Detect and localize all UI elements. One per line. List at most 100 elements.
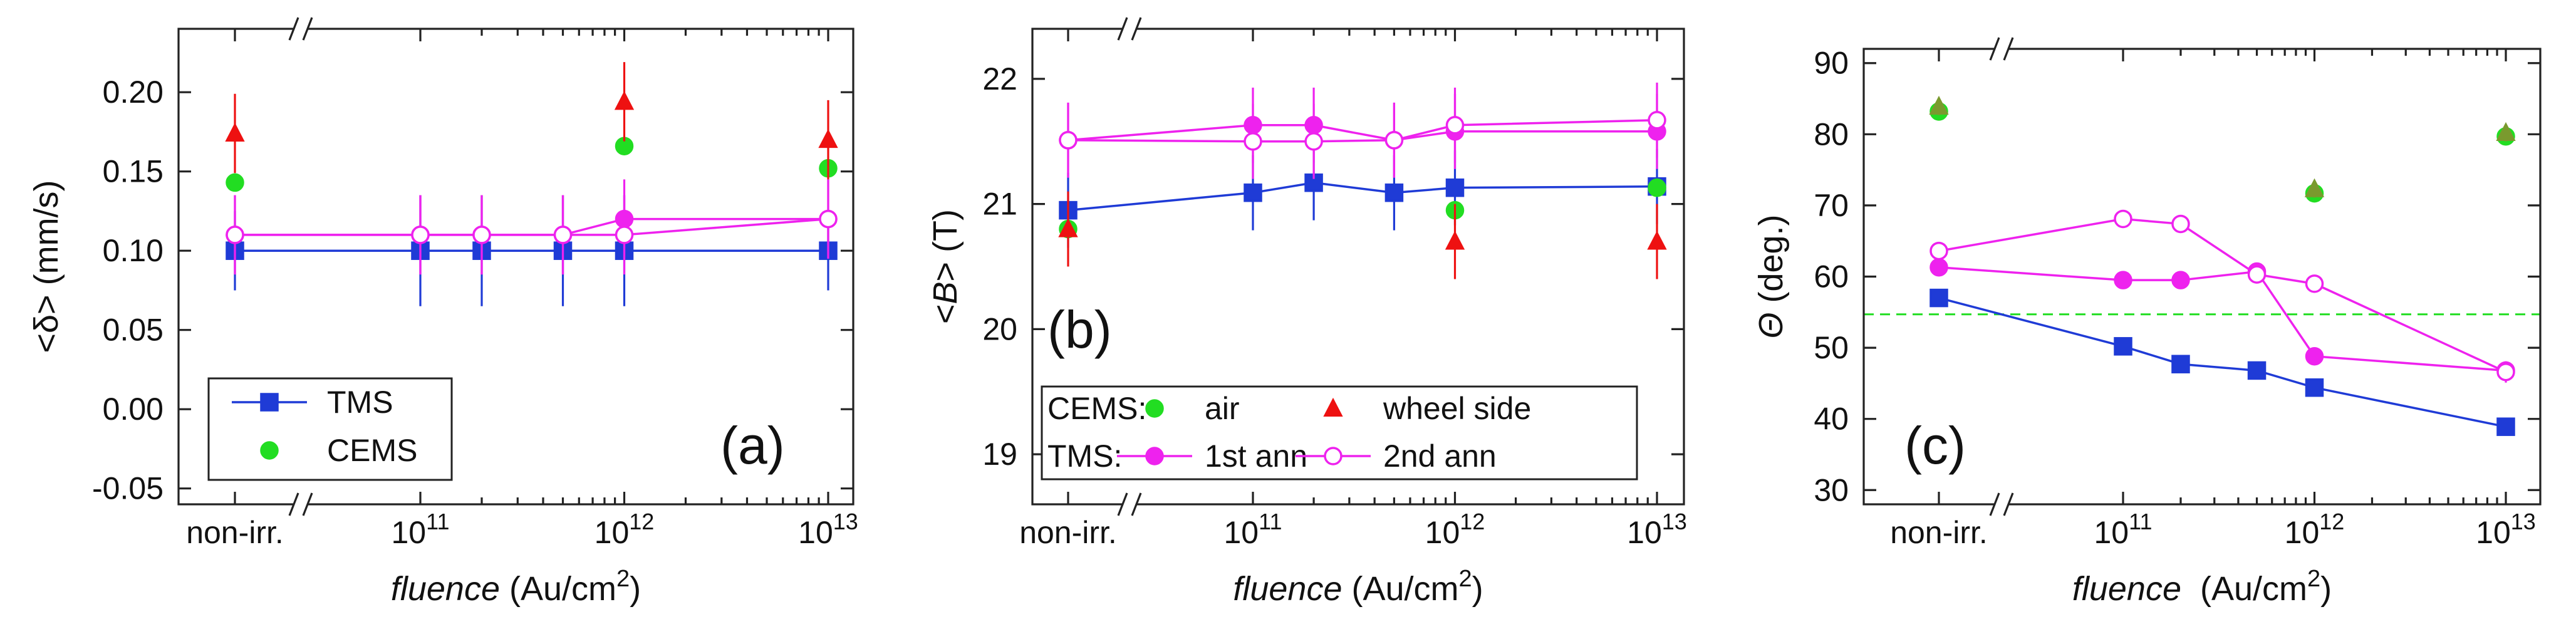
data-point xyxy=(1384,131,1404,150)
x-tick-exponent: 11 xyxy=(1259,509,1282,534)
y-tick-label: -0.05 xyxy=(92,471,164,506)
data-point xyxy=(2496,122,2516,142)
legend-marker xyxy=(260,393,279,412)
series-cems-wheel-side xyxy=(225,62,838,180)
x-tick-label: 1012 xyxy=(595,509,655,550)
data-point xyxy=(226,226,244,244)
plot-frame xyxy=(1031,28,1685,506)
data-point xyxy=(1929,288,1948,308)
y-tick-label: 20 xyxy=(982,311,1017,346)
axis-break-mark xyxy=(1989,492,2000,516)
axis-break-mark xyxy=(288,492,299,516)
x-label-close: ) xyxy=(630,570,641,608)
series-tms-1st-ann xyxy=(226,179,838,275)
y-tick-label: 0.00 xyxy=(103,392,164,427)
y-axis-label: Θ (deg.) xyxy=(1752,214,1790,338)
x-tick-exponent: 11 xyxy=(2129,509,2152,534)
data-point xyxy=(1929,257,1948,277)
x-tick-label: 1011 xyxy=(1224,509,1282,550)
series-line xyxy=(235,217,829,236)
legend-label: air xyxy=(1205,391,1240,426)
x-tick-exponent: 13 xyxy=(833,509,858,534)
series-line xyxy=(1067,124,1657,142)
x-tick-base: 10 xyxy=(392,515,427,550)
x-tick-base: 10 xyxy=(798,515,833,550)
axis-break-gap xyxy=(293,499,308,509)
y-tick-label: 0.20 xyxy=(103,75,164,110)
x-tick-base: 10 xyxy=(2094,515,2129,550)
x-label-space xyxy=(2181,570,2191,608)
x-tick-exponent: 12 xyxy=(629,509,654,534)
legend-marker xyxy=(1145,447,1164,465)
x-tick-base: 10 xyxy=(2476,515,2511,550)
data-point xyxy=(1445,116,1465,135)
x-tick-label-category: non-irr. xyxy=(1019,515,1117,550)
y-tick-label: 60 xyxy=(1814,259,1849,294)
data-point xyxy=(2114,337,2132,356)
series-line xyxy=(1067,181,1658,212)
x-label-close: ) xyxy=(2320,570,2332,608)
legend-label: wheel side xyxy=(1383,391,1531,426)
data-point xyxy=(1647,231,1667,250)
x-tick-label: 1013 xyxy=(1627,509,1687,550)
legend-row-prefix: TMS: xyxy=(1047,439,1122,474)
data-point xyxy=(1384,183,1404,202)
series-1st-ann xyxy=(1929,257,2515,380)
legend-label: CEMS xyxy=(327,433,417,468)
x-tick-label: 1013 xyxy=(798,509,858,550)
x-label-unit: (Au/cm xyxy=(2191,570,2307,608)
data-point xyxy=(2114,271,2132,289)
legend-label: TMS xyxy=(327,385,393,420)
y-label-italic: Θ xyxy=(1752,313,1790,339)
axis-break-mark xyxy=(1117,492,1128,516)
x-tick-exponent: 13 xyxy=(2511,509,2536,534)
y-tick-label: 40 xyxy=(1814,402,1849,437)
x-label-italic: fluence xyxy=(2072,570,2181,608)
series-2nd-ann xyxy=(1059,82,1666,179)
x-label-italic: fluence xyxy=(391,570,500,608)
x-label-unit: (Au/cm xyxy=(1352,570,1459,608)
data-point xyxy=(2247,361,2267,380)
data-point xyxy=(2171,214,2190,234)
data-point xyxy=(553,226,573,244)
series-cems-wheel-side xyxy=(1929,95,2516,198)
x-tick-label-category: non-irr. xyxy=(1890,515,1988,550)
y-tick-label: 0.10 xyxy=(103,233,164,268)
y-axis-label: <δ> (mm/s) xyxy=(28,180,65,353)
series-cems-air xyxy=(1929,102,2515,203)
y-label-open: < xyxy=(927,304,964,324)
series-line xyxy=(1938,296,2506,428)
data-point xyxy=(1244,132,1262,151)
axis-break-gap xyxy=(293,24,308,34)
x-tick-exponent: 12 xyxy=(1460,509,1485,534)
x-tick-label: 1012 xyxy=(1425,509,1485,550)
x-label-space xyxy=(500,570,509,608)
data-point xyxy=(1648,111,1666,130)
x-label-unit: (Au/cm xyxy=(509,570,616,608)
plot-frame xyxy=(177,28,854,506)
y-tick-label: 22 xyxy=(982,61,1017,96)
x-tick-label: 1013 xyxy=(2476,509,2536,550)
series-tms-2nd-ann xyxy=(226,179,838,275)
y-tick-label: 19 xyxy=(982,437,1017,472)
legend-box xyxy=(1041,385,1638,481)
x-label-close: ) xyxy=(1472,570,1483,608)
axis-break-mark xyxy=(302,17,313,41)
series-1st-ann xyxy=(1059,87,1666,178)
axis-break-mark xyxy=(1989,37,2000,61)
legend-label: 1st ann xyxy=(1205,439,1307,474)
x-tick-exponent: 11 xyxy=(426,509,449,534)
data-point xyxy=(1059,131,1078,150)
x-label-sup: 2 xyxy=(2307,566,2320,592)
data-point xyxy=(2247,265,2267,284)
data-point xyxy=(225,122,245,142)
y-label-italic: B xyxy=(927,281,964,304)
data-point xyxy=(1244,183,1262,202)
data-point xyxy=(1648,178,1666,197)
panel-label: (c) xyxy=(1904,416,1966,475)
axis-break-gap xyxy=(1994,44,2009,54)
axis-break-gap xyxy=(1994,499,2009,509)
